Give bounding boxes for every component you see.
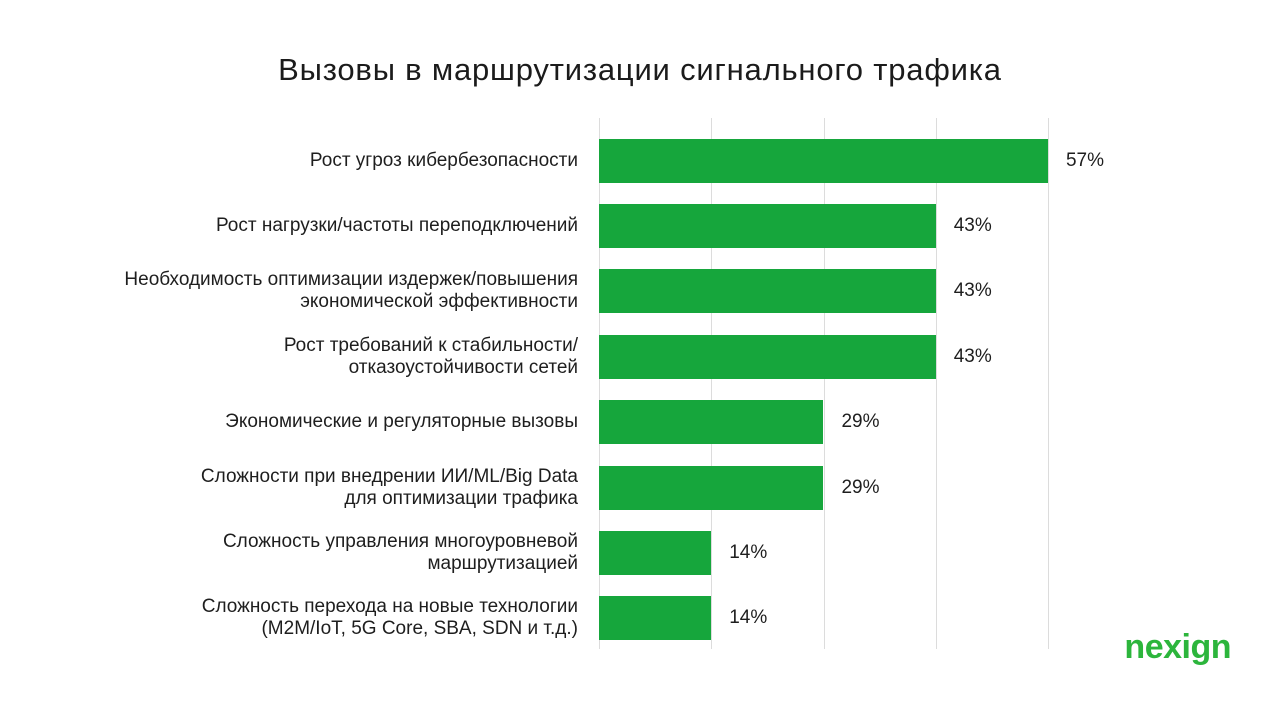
category-label: Рост требований к стабильности/ отказоус… <box>283 334 578 378</box>
gridline <box>599 118 600 649</box>
chart-title: Вызовы в маршрутизации сигнального трафи… <box>278 52 1002 87</box>
bar <box>599 269 936 314</box>
bar <box>599 334 936 379</box>
bar-area: 29% <box>599 400 1048 445</box>
category-label: Рост нагрузки/частоты переподключений <box>215 215 578 237</box>
bar <box>599 400 824 445</box>
bar <box>599 596 712 641</box>
bar-area: 57% <box>599 138 1104 183</box>
gridline <box>711 118 713 649</box>
category-label: Экономические и регуляторные вызовы <box>225 411 578 433</box>
category-label: Сложности при внедрении ИИ/ML/Big Data д… <box>200 465 578 509</box>
bar <box>599 465 824 510</box>
chart-row: Необходимость оптимизации издержек/повыш… <box>0 259 1280 324</box>
bar-area: 43% <box>599 334 1048 379</box>
bar-area: 29% <box>599 465 1048 510</box>
bar-area: 14% <box>599 531 1048 576</box>
gridline <box>823 118 825 649</box>
category-label: Сложность управления многоуровневой марш… <box>222 531 578 575</box>
value-label: 43% <box>953 345 992 367</box>
value-label: 14% <box>729 542 768 564</box>
value-label: 43% <box>953 215 992 237</box>
bar <box>599 138 1048 183</box>
bar-rows: Рост угроз кибербезопасности 57% Рост нагр… <box>0 128 1280 651</box>
chart-row: Сложность управления многоуровневой марш… <box>0 520 1280 585</box>
bar-area: 43% <box>599 269 1048 314</box>
category-label: Рост угроз кибербезопасности <box>309 149 578 171</box>
category-label: Сложность перехода на новые технологии (… <box>201 596 578 640</box>
gridline <box>1048 118 1049 649</box>
value-label: 43% <box>953 280 992 302</box>
nexign-logo: nexign <box>1124 628 1231 666</box>
chart-row: Сложности при внедрении ИИ/ML/Big Data д… <box>0 455 1280 520</box>
chart-row: Рост угроз кибербезопасности 57% <box>0 128 1280 193</box>
value-label: 29% <box>841 476 880 498</box>
chart-row: Экономические и регуляторные вызовы 29% <box>0 390 1280 455</box>
chart-row: Рост требований к стабильности/ отказоус… <box>0 324 1280 389</box>
chart-row: Сложность перехода на новые технологии (… <box>0 586 1280 651</box>
gridline <box>935 118 937 649</box>
bar-area: 14% <box>599 596 1048 641</box>
value-label: 57% <box>1065 149 1105 171</box>
value-label: 29% <box>841 411 880 433</box>
bar-area: 43% <box>599 204 1048 249</box>
value-label: 14% <box>729 607 768 629</box>
chart-row: Рост нагрузки/частоты переподключений 43% <box>0 193 1280 258</box>
plot-gridlines <box>599 118 1049 649</box>
bar <box>599 531 712 576</box>
category-label: Необходимость оптимизации издержек/повыш… <box>124 269 578 313</box>
bar <box>599 204 936 249</box>
